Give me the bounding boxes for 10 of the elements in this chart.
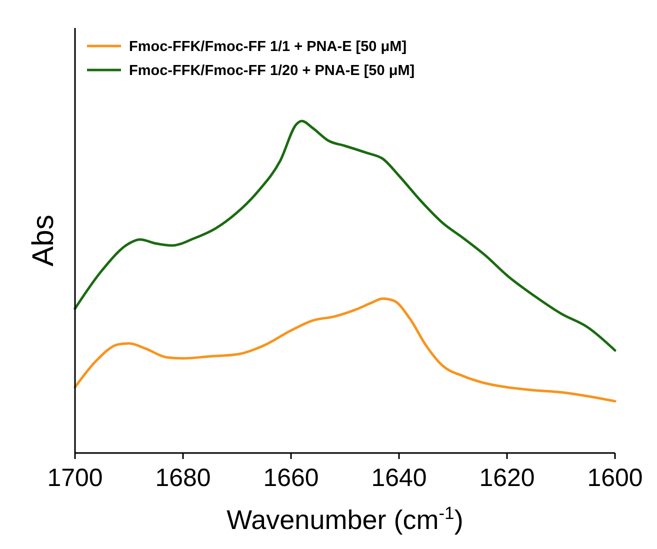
x-tick-label: 1700 (47, 464, 103, 492)
y-axis-title: Abs (27, 214, 60, 266)
x-tick-label: 1680 (155, 464, 211, 492)
legend-label: Fmoc-FFK/Fmoc-FF 1/20 + PNA-E [50 μM] (129, 63, 415, 79)
legend-label: Fmoc-FFK/Fmoc-FF 1/1 + PNA-E [50 μM] (129, 39, 407, 55)
x-tick-label: 1660 (263, 464, 319, 492)
x-tick-label: 1640 (371, 464, 427, 492)
x-tick-label: 1620 (479, 464, 535, 492)
x-tick-label: 1600 (587, 464, 643, 492)
x-axis-title: Wavenumber (cm$^{-1}$) (226, 503, 464, 535)
